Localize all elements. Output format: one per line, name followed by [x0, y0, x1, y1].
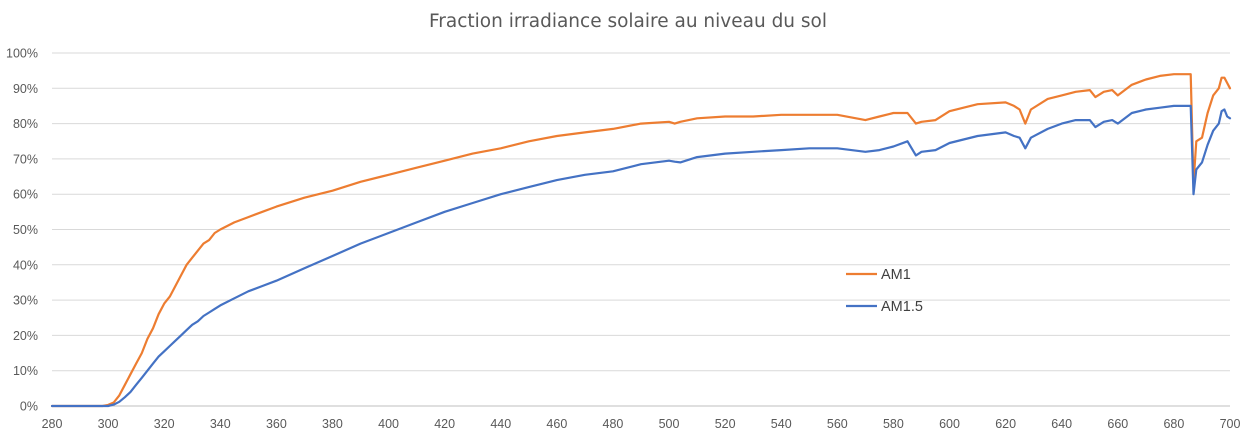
x-tick-label: 620 — [995, 417, 1016, 431]
x-tick-label: 600 — [939, 417, 960, 431]
x-tick-label: 480 — [603, 417, 624, 431]
y-tick-label: 40% — [13, 258, 38, 272]
x-tick-label: 680 — [1163, 417, 1184, 431]
gridlines — [52, 52, 1230, 407]
x-tick-label: 400 — [378, 417, 399, 431]
y-tick-label: 80% — [13, 117, 38, 131]
x-tick-label: 360 — [266, 417, 287, 431]
y-tick-label: 60% — [13, 188, 38, 202]
x-tick-label: 520 — [715, 417, 736, 431]
x-tick-label: 500 — [659, 417, 680, 431]
x-tick-label: 640 — [1051, 417, 1072, 431]
x-tick-label: 340 — [210, 417, 231, 431]
series-lines — [50, 73, 1232, 408]
series-line-am1 — [50, 73, 1232, 408]
x-tick-label: 580 — [883, 417, 904, 431]
legend-label: AM1 — [881, 267, 911, 283]
y-tick-label: 30% — [13, 294, 38, 308]
x-tick-label: 460 — [546, 417, 567, 431]
y-axis-tick-labels: 0% 10% 20% 30% 40% 50% 60% 70% 80% 90% 100% — [6, 47, 38, 414]
x-tick-label: 320 — [154, 417, 175, 431]
x-tick-label: 300 — [98, 417, 119, 431]
y-tick-label: 20% — [13, 329, 38, 343]
x-tick-label: 420 — [434, 417, 455, 431]
x-tick-label: 660 — [1107, 417, 1128, 431]
y-tick-label: 10% — [13, 364, 38, 378]
series-line-am1-5 — [50, 104, 1232, 408]
x-tick-label: 440 — [490, 417, 511, 431]
x-tick-label: 280 — [42, 417, 63, 431]
chart-title: Fraction irradiance solaire au niveau du… — [429, 11, 827, 32]
y-tick-label: 90% — [13, 82, 38, 96]
x-tick-label: 380 — [322, 417, 343, 431]
legend: AM1 AM1.5 — [846, 267, 923, 315]
legend-label: AM1.5 — [881, 299, 923, 315]
y-tick-label: 0% — [20, 400, 38, 414]
y-tick-label: 70% — [13, 152, 38, 166]
x-tick-label: 700 — [1220, 417, 1241, 431]
y-tick-label: 50% — [13, 223, 38, 237]
x-axis-tick-labels: 280 300 320 340 360 380 400 420 440 460 480 500 520 5… — [42, 417, 1241, 431]
x-tick-label: 560 — [827, 417, 848, 431]
y-tick-label: 100% — [6, 47, 38, 61]
x-tick-label: 540 — [771, 417, 792, 431]
